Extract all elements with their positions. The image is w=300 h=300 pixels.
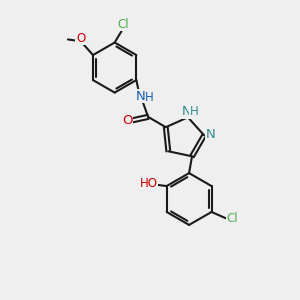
Text: H: H xyxy=(190,105,199,118)
Text: Cl: Cl xyxy=(226,212,238,225)
Text: HO: HO xyxy=(140,178,158,190)
Text: O: O xyxy=(76,32,85,45)
Text: N: N xyxy=(136,90,146,103)
Text: N: N xyxy=(182,105,191,118)
Text: H: H xyxy=(145,91,154,104)
Text: Cl: Cl xyxy=(118,18,129,31)
Text: O: O xyxy=(122,114,133,127)
Text: N: N xyxy=(206,128,215,141)
